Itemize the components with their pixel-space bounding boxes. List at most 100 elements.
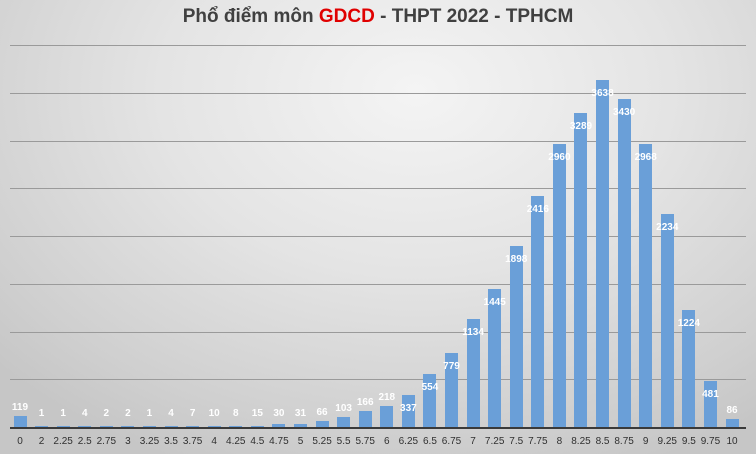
bar (552, 144, 566, 427)
x-tick-label: 5.5 (336, 436, 351, 447)
gridline (10, 236, 746, 237)
data-label: 1224 (677, 318, 700, 330)
data-label: 119 (11, 401, 29, 413)
x-tick-label: 7.75 (528, 436, 548, 447)
data-label: 1 (146, 408, 153, 419)
data-label: 3289 (569, 120, 593, 132)
data-label: 15 (251, 408, 263, 419)
x-tick-label: 5.75 (355, 436, 375, 447)
x-tick-label: 2.75 (96, 436, 117, 447)
data-label: 7 (189, 408, 196, 419)
x-tick-label: 7 (470, 436, 476, 447)
data-label: 86 (726, 404, 738, 416)
bar (423, 374, 437, 427)
chart-title: Phổ điểm môn GDCD - THPT 2022 - TPHCM (0, 6, 756, 28)
bar (164, 426, 178, 427)
data-label: 1134 (462, 326, 484, 338)
bar (660, 213, 674, 427)
x-tick-label: 10 (726, 436, 738, 447)
x-tick-label: 9 (642, 436, 649, 447)
bar (142, 426, 156, 427)
data-label: 337 (400, 402, 417, 414)
data-label: 1 (38, 408, 45, 419)
title-suffix: - THPT 2022 - TPHCM (374, 6, 574, 27)
x-tick-label: 4.75 (269, 436, 289, 447)
x-tick-label: 3.5 (164, 436, 178, 447)
data-label: 4 (168, 408, 174, 419)
data-label: 2960 (548, 152, 571, 164)
bar (78, 426, 92, 427)
x-tick-label: 3.25 (139, 436, 160, 447)
data-label: 166 (356, 397, 374, 409)
bar (293, 424, 307, 427)
data-label: 2968 (634, 151, 657, 163)
gridline (10, 379, 746, 380)
bar (703, 381, 717, 427)
x-tick-label: 3 (125, 436, 131, 447)
bar (725, 418, 739, 427)
plot-area: 119 0 1 2 1 2.25 4 2.5 2 2.75 2 3 1 3.25 4 3.5 7 3.75 10 4 8… (10, 0, 746, 454)
bar (229, 426, 243, 427)
data-label: 2 (125, 408, 131, 419)
x-tick-label: 3.75 (182, 436, 203, 447)
bar (682, 310, 696, 427)
x-tick-label: 0 (17, 436, 23, 447)
data-label: 1445 (483, 297, 506, 308)
bar (617, 99, 631, 427)
data-label: 779 (443, 360, 460, 372)
data-label: 2 (103, 408, 110, 419)
bar (272, 424, 286, 427)
data-label: 218 (378, 392, 396, 404)
x-tick-label: 2.25 (53, 436, 73, 447)
data-label: 103 (335, 403, 352, 415)
x-tick-label: 5.25 (312, 436, 332, 447)
bar (207, 426, 221, 427)
gridline (10, 93, 746, 94)
x-tick-label: 8 (556, 436, 563, 447)
x-tick-label: 4.25 (226, 436, 246, 447)
bar (380, 406, 394, 427)
x-tick-label: 9.5 (681, 436, 696, 447)
bar (315, 420, 329, 427)
gridline (10, 45, 746, 46)
data-label: 3430 (612, 107, 636, 119)
bar (639, 143, 653, 427)
bar (337, 417, 351, 427)
bar (401, 394, 415, 427)
x-tick-label: 6 (384, 436, 390, 447)
data-label: 10 (208, 408, 220, 419)
bar (574, 112, 588, 427)
bar (445, 352, 458, 427)
x-tick-label: 5 (297, 436, 304, 447)
x-tick-label: 4 (211, 436, 217, 447)
bar (121, 426, 135, 427)
data-label: 2416 (526, 204, 549, 216)
bar (35, 426, 49, 427)
x-tick-label: 9.75 (700, 436, 721, 447)
data-label: 3638 (591, 87, 614, 99)
x-tick-label: 2.5 (77, 436, 92, 447)
bar (186, 426, 200, 427)
x-tick-label: 4.5 (250, 436, 265, 447)
bar (56, 426, 70, 427)
data-label: 1 (60, 408, 66, 419)
data-label: 554 (421, 382, 439, 394)
data-label: 1898 (505, 253, 528, 265)
x-tick-label: 8.75 (614, 436, 634, 447)
title-subject: GDCD (318, 6, 375, 27)
data-label: 31 (294, 408, 307, 419)
bar (531, 196, 545, 427)
x-tick-label: 9.25 (657, 436, 677, 447)
gridline (10, 332, 746, 333)
x-tick-label: 7.5 (509, 436, 524, 447)
x-tick-label: 6.25 (398, 436, 419, 447)
gridline (10, 141, 746, 142)
gridline (10, 284, 746, 285)
bar (509, 245, 523, 427)
data-label: 66 (316, 406, 328, 418)
data-label: 8 (232, 408, 239, 419)
data-label: 2234 (656, 221, 679, 233)
x-tick-label: 8.25 (571, 436, 591, 447)
title-prefix: Phổ điểm môn (182, 6, 319, 27)
